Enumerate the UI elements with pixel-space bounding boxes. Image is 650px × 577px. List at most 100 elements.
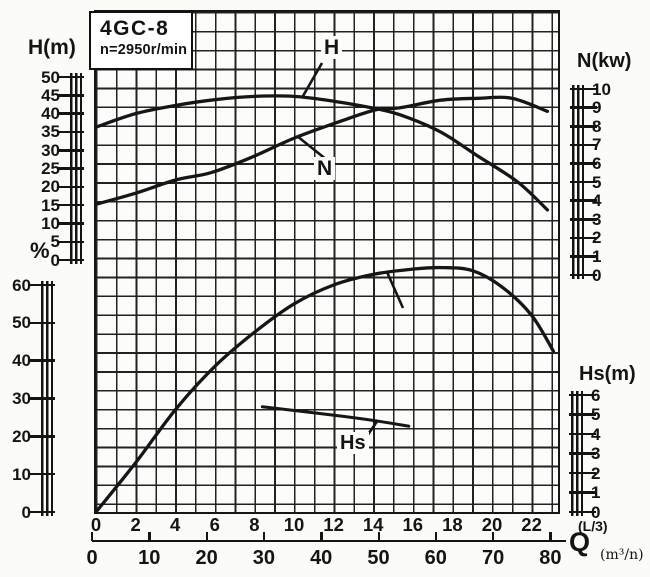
hs-tick-label: 3 — [591, 444, 601, 463]
h-tick-mark — [57, 222, 84, 225]
h-tick-mark — [57, 75, 84, 79]
pct-tick-mark — [28, 283, 55, 287]
pct-tick-label: 30 — [12, 389, 31, 408]
h-tick-mark — [57, 167, 84, 170]
n-tick-mark — [570, 218, 597, 221]
hs-tick-mark — [569, 393, 596, 397]
h-tick-label: 35 — [41, 122, 60, 142]
n-tick-mark — [570, 236, 597, 240]
n-tick-mark — [570, 125, 597, 128]
q-m3h-tick-mark — [205, 532, 208, 541]
h-tick-label: 20 — [41, 177, 60, 197]
pct-tick-mark — [28, 510, 55, 514]
n-tick-label: 8 — [592, 116, 602, 136]
n-tick-label: 0 — [592, 265, 602, 285]
hs-tick-mark — [569, 452, 596, 455]
pct-tick-mark — [28, 397, 55, 400]
n-tick-mark — [570, 87, 597, 91]
title-box: 4GC-8 n=2950r/min — [89, 11, 193, 70]
h-tick-label: 45 — [41, 85, 60, 105]
q-m3h-tick-label: 60 — [424, 547, 447, 569]
pct-tick-mark — [28, 321, 55, 325]
hs-tick-label: 2 — [591, 463, 601, 483]
pct-tick-label: 60 — [12, 275, 31, 295]
q-m3h-tick-mark — [434, 532, 438, 541]
q-m3h-tick-label: 10 — [138, 547, 161, 569]
hs-tick-mark — [569, 491, 596, 494]
q-ls-tick-label: 12 — [323, 514, 344, 535]
h-tick-label: 30 — [41, 140, 60, 160]
q-m3h-tick-label: 20 — [195, 547, 218, 569]
plot-grid — [94, 10, 560, 514]
h-tick-mark — [57, 240, 84, 243]
h-tick-mark — [57, 149, 84, 152]
m3h-axis-line — [92, 540, 566, 543]
q-ls-tick-label: 10 — [283, 514, 305, 535]
h-tick-label: 5 — [50, 232, 60, 252]
n-tick-mark — [570, 180, 597, 184]
h-tick-mark — [57, 130, 84, 134]
q-m3h-tick-mark — [262, 532, 266, 541]
curve-label-head: H — [321, 36, 343, 60]
pump-model-label: 4GC-8 — [100, 17, 170, 40]
q-m3h-tick-mark — [492, 532, 495, 541]
n-tick-label: 4 — [592, 191, 602, 211]
n-tick-label: 2 — [592, 228, 602, 248]
h-tick-label: 25 — [41, 159, 60, 178]
axis-title-efficiency: % — [30, 238, 50, 263]
q-ls-tick-label: 8 — [249, 514, 260, 535]
h-tick-label: 15 — [41, 195, 60, 215]
pct-tick-mark — [28, 359, 55, 362]
pct-tick-mark — [28, 472, 55, 476]
pct-tick-label: 50 — [12, 313, 31, 333]
h-tick-mark — [57, 112, 84, 115]
h-tick-mark — [57, 203, 84, 207]
hs-tick-mark — [569, 432, 596, 436]
q-ls-tick-label: 14 — [362, 514, 384, 535]
q-ls-tick-label: 18 — [442, 514, 463, 535]
q-m3h-tick-mark — [320, 532, 323, 541]
hs-tick-mark — [569, 413, 596, 416]
q-m3h-tick-mark — [549, 532, 552, 541]
curve-label-power: N — [314, 157, 336, 181]
n-tick-label: 7 — [592, 135, 602, 155]
q-m3h-tick-label: 80 — [539, 547, 562, 569]
n-tick-label: 10 — [592, 79, 611, 99]
hs-tick-label: 0 — [591, 502, 601, 522]
n-tick-mark — [570, 199, 597, 202]
q-m3h-tick-label: 30 — [252, 547, 276, 569]
h-tick-label: 0 — [50, 250, 60, 270]
axis-title-head: H(m) — [28, 36, 76, 59]
hs-tick-label: 4 — [591, 424, 601, 444]
pct-tick-mark — [28, 435, 55, 438]
q-m3h-tick-label: 40 — [310, 547, 333, 569]
q-m3h-tick-mark — [377, 532, 380, 541]
pump-speed-label: n=2950r/min — [100, 42, 188, 59]
q-ls-tick-label: 20 — [481, 514, 503, 535]
q-ls-tick-label: 4 — [170, 514, 181, 535]
n-tick-label: 6 — [592, 153, 602, 173]
n-tick-mark — [570, 273, 597, 277]
q-ls-tick-label: 6 — [209, 514, 220, 535]
hs-tick-label: 5 — [591, 405, 601, 424]
hs-tick-label: 1 — [591, 483, 601, 502]
n-tick-mark — [570, 143, 597, 147]
n-tick-label: 5 — [592, 172, 602, 192]
q-ls-tick-label: 16 — [402, 514, 424, 535]
pct-tick-label: 20 — [12, 426, 31, 446]
flow-unit-m3h-label: (m³/n) — [600, 547, 644, 563]
q-m3h-tick-label: 50 — [367, 547, 390, 569]
h-tick-mark — [57, 185, 84, 189]
hs-tick-label: 6 — [591, 385, 601, 405]
h-tick-mark — [57, 94, 84, 97]
q-m3h-tick-mark — [91, 532, 94, 541]
q-m3h-tick-label: 0 — [86, 547, 98, 569]
pct-tick-label: 0 — [21, 502, 31, 522]
pct-tick-label: 10 — [12, 464, 31, 484]
n-tick-label: 9 — [592, 98, 602, 118]
n-tick-mark — [570, 106, 597, 109]
n-tick-label: 1 — [592, 246, 602, 266]
hs-tick-mark — [569, 510, 596, 514]
pct-tick-label: 40 — [12, 351, 31, 371]
